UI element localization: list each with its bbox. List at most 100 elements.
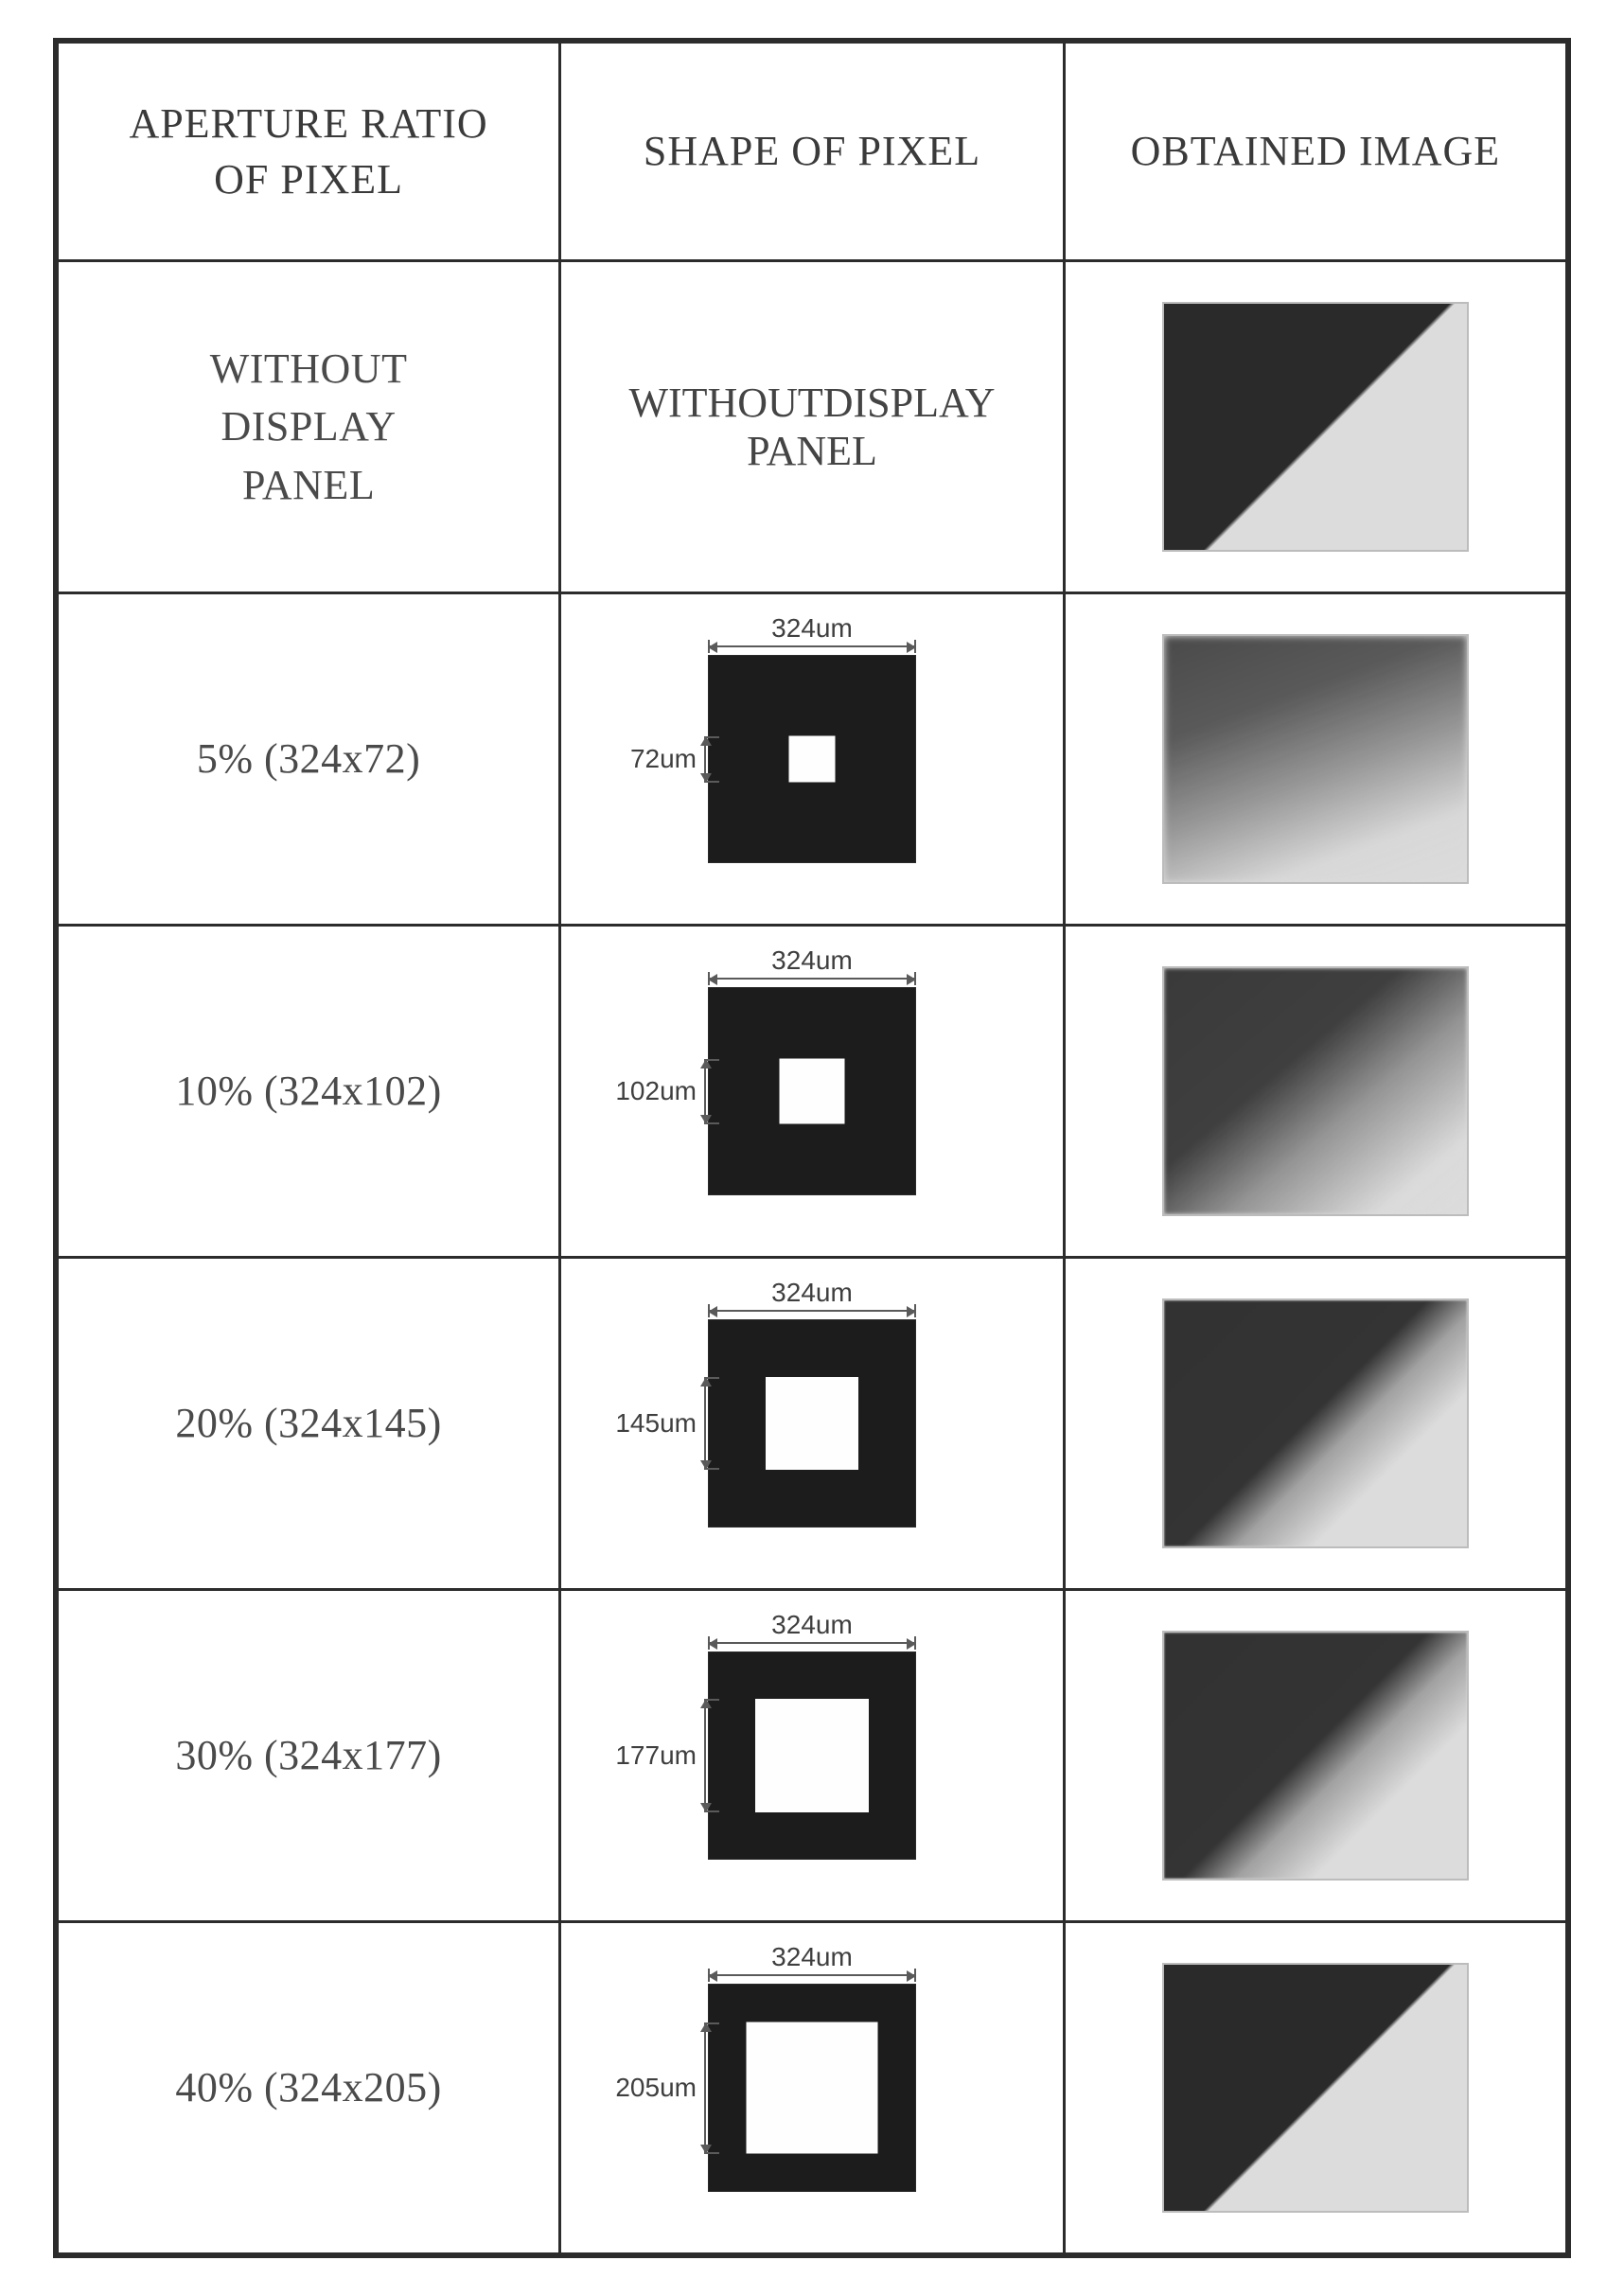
shape-diagram: 324um145um xyxy=(708,1319,916,1528)
height-dimension: 205um xyxy=(606,2022,706,2154)
image-content-icon xyxy=(1164,968,1467,1214)
shape-diagram: 324um72um xyxy=(708,655,916,863)
obtained-image-cell xyxy=(1064,1258,1568,1590)
header-shape: SHAPE OF PIXEL xyxy=(560,41,1065,261)
aperture-ratio-cell: 20% (324x145) xyxy=(56,1258,560,1590)
dimension-line-icon xyxy=(708,978,916,980)
image-content-icon xyxy=(1164,636,1467,882)
label-line: WITHOUT xyxy=(74,340,543,398)
shape-cell: 324um 177um xyxy=(560,1590,1065,1922)
width-dimension: 324um xyxy=(708,1612,916,1650)
image-content-icon xyxy=(1164,304,1467,550)
width-dimension: 324um xyxy=(708,615,916,653)
width-dimension-label: 324um xyxy=(771,1942,853,1972)
height-dimension-label: 102um xyxy=(615,1076,697,1106)
pixel-aperture xyxy=(755,1699,869,1812)
shape-cell: 324um 102um xyxy=(560,926,1065,1258)
aperture-ratio-cell: 30% (324x177) xyxy=(56,1590,560,1922)
obtained-image xyxy=(1162,1631,1469,1881)
obtained-image xyxy=(1162,1298,1469,1548)
dimension-line-icon xyxy=(704,1699,706,1812)
obtained-image-cell xyxy=(1064,1590,1568,1922)
obtained-image xyxy=(1162,634,1469,884)
dimension-line-icon xyxy=(704,1059,706,1124)
image-content-icon xyxy=(1164,1633,1467,1879)
shape-diagram-wrap: 324um 102um xyxy=(576,949,1048,1233)
pixel-aperture xyxy=(766,1377,858,1470)
table-row: WITHOUTDISPLAYPANELWITHOUTDISPLAY PANEL xyxy=(56,261,1568,593)
dimension-line-icon xyxy=(704,2022,706,2154)
aperture-table: APERTURE RATIOOF PIXEL SHAPE OF PIXEL OB… xyxy=(53,38,1571,2258)
dimension-line-icon xyxy=(704,736,706,783)
shape-diagram-wrap: 324um 205um xyxy=(576,1946,1048,2230)
header-text: APERTURE RATIOOF PIXEL xyxy=(129,100,487,203)
width-dimension-label: 324um xyxy=(771,1610,853,1640)
pixel-box xyxy=(708,987,916,1195)
table-row: 20% (324x145) 324um 145um xyxy=(56,1258,1568,1590)
dimension-line-icon xyxy=(708,645,916,647)
pixel-box xyxy=(708,1984,916,2192)
obtained-image xyxy=(1162,302,1469,552)
shape-cell: WITHOUTDISPLAY PANEL xyxy=(560,261,1065,593)
height-dimension: 177um xyxy=(606,1699,706,1812)
header-text: SHAPE OF PIXEL xyxy=(644,128,980,174)
obtained-image-cell xyxy=(1064,926,1568,1258)
dimension-line-icon xyxy=(708,1310,916,1312)
header-row: APERTURE RATIOOF PIXEL SHAPE OF PIXEL OB… xyxy=(56,41,1568,261)
width-dimension-label: 324um xyxy=(771,945,853,976)
aperture-ratio-cell: 5% (324x72) xyxy=(56,593,560,926)
pixel-aperture xyxy=(779,1059,844,1124)
table-head: APERTURE RATIOOF PIXEL SHAPE OF PIXEL OB… xyxy=(56,41,1568,261)
obtained-image xyxy=(1162,1963,1469,2213)
image-content-icon xyxy=(1164,1300,1467,1546)
shape-cell: 324um 145um xyxy=(560,1258,1065,1590)
pixel-aperture xyxy=(788,736,835,783)
table-row: 30% (324x177) 324um 177um xyxy=(56,1590,1568,1922)
shape-diagram-wrap: 324um 72um xyxy=(576,617,1048,901)
pixel-box xyxy=(708,1651,916,1860)
width-dimension: 324um xyxy=(708,947,916,985)
aperture-ratio-label: 30% (324x177) xyxy=(175,1732,441,1778)
pixel-aperture xyxy=(746,2022,877,2154)
table-row: 5% (324x72) 324um 72um xyxy=(56,593,1568,926)
header-aperture-ratio: APERTURE RATIOOF PIXEL xyxy=(56,41,560,261)
shape-cell: 324um 72um xyxy=(560,593,1065,926)
dimension-line-icon xyxy=(704,1377,706,1470)
page: APERTURE RATIOOF PIXEL SHAPE OF PIXEL OB… xyxy=(0,0,1624,2296)
aperture-ratio-label: 10% (324x102) xyxy=(175,1068,441,1114)
height-dimension-label: 177um xyxy=(615,1740,697,1771)
aperture-ratio-label: 20% (324x145) xyxy=(175,1400,441,1446)
height-dimension: 72um xyxy=(606,736,706,783)
width-dimension: 324um xyxy=(708,1280,916,1317)
height-dimension-label: 205um xyxy=(615,2073,697,2103)
label-line: DISPLAY xyxy=(74,397,543,456)
shape-diagram: 324um205um xyxy=(708,1984,916,2192)
aperture-ratio-cell: 40% (324x205) xyxy=(56,1922,560,2256)
shape-diagram: 324um177um xyxy=(708,1651,916,1860)
obtained-image-cell xyxy=(1064,261,1568,593)
obtained-image-cell xyxy=(1064,593,1568,926)
shape-diagram: 324um102um xyxy=(708,987,916,1195)
table-row: 40% (324x205) 324um 205um xyxy=(56,1922,1568,2256)
aperture-ratio-cell: 10% (324x102) xyxy=(56,926,560,1258)
image-content-icon xyxy=(1164,1965,1467,2211)
obtained-image xyxy=(1162,966,1469,1216)
pixel-box xyxy=(708,1319,916,1528)
width-dimension-label: 324um xyxy=(771,1278,853,1308)
height-dimension-label: 145um xyxy=(615,1408,697,1439)
dimension-line-icon xyxy=(708,1642,916,1644)
height-dimension-label: 72um xyxy=(630,744,697,774)
shape-text-line: WITHOUT xyxy=(628,380,822,426)
header-obtained-image: OBTAINED IMAGE xyxy=(1064,41,1568,261)
height-dimension: 145um xyxy=(606,1377,706,1470)
aperture-ratio-cell: WITHOUTDISPLAYPANEL xyxy=(56,261,560,593)
shape-diagram-wrap: 324um 177um xyxy=(576,1614,1048,1898)
shape-cell: 324um 205um xyxy=(560,1922,1065,2256)
dimension-line-icon xyxy=(708,1974,916,1976)
obtained-image-cell xyxy=(1064,1922,1568,2256)
header-text: OBTAINED IMAGE xyxy=(1131,128,1501,174)
pixel-box xyxy=(708,655,916,863)
aperture-ratio-label: 5% (324x72) xyxy=(197,735,420,782)
label-line: PANEL xyxy=(74,456,543,515)
width-dimension: 324um xyxy=(708,1944,916,1982)
